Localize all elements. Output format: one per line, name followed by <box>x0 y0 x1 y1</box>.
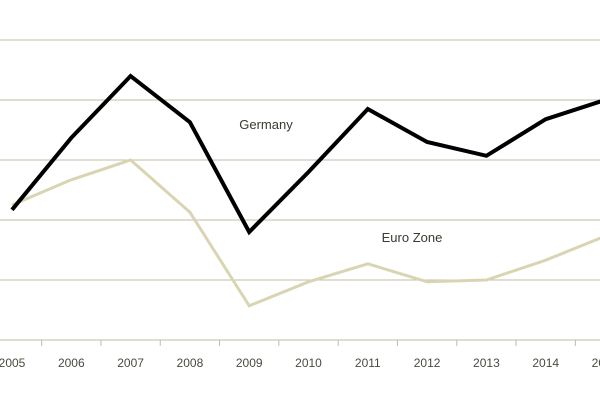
x-tick-label: 2007 <box>117 356 144 370</box>
x-tick-label: 2012 <box>414 356 441 370</box>
series-label-euro-zone: Euro Zone <box>382 230 443 245</box>
x-tick-label: 2014 <box>532 356 559 370</box>
x-tick-label: 2006 <box>58 356 85 370</box>
gridlines <box>0 39 600 281</box>
x-tick-label: 2015 <box>592 356 600 370</box>
x-tick-label: 2013 <box>473 356 500 370</box>
x-tick-label: 2011 <box>355 356 381 370</box>
series-line-germany <box>10 73 600 236</box>
x-axis: 2005 2006 2007 2008 2009 2010 2011 2012 2013 2014… <box>0 339 600 370</box>
series-line-euro-zone <box>11 158 600 308</box>
x-tick-label: 2010 <box>295 356 322 370</box>
x-tick-label: 2008 <box>177 356 204 370</box>
series-label-germany: Germany <box>239 117 293 132</box>
x-tick-label: 2005 <box>0 356 26 370</box>
x-tick-label: 2009 <box>236 356 263 370</box>
series-lines <box>10 73 600 308</box>
